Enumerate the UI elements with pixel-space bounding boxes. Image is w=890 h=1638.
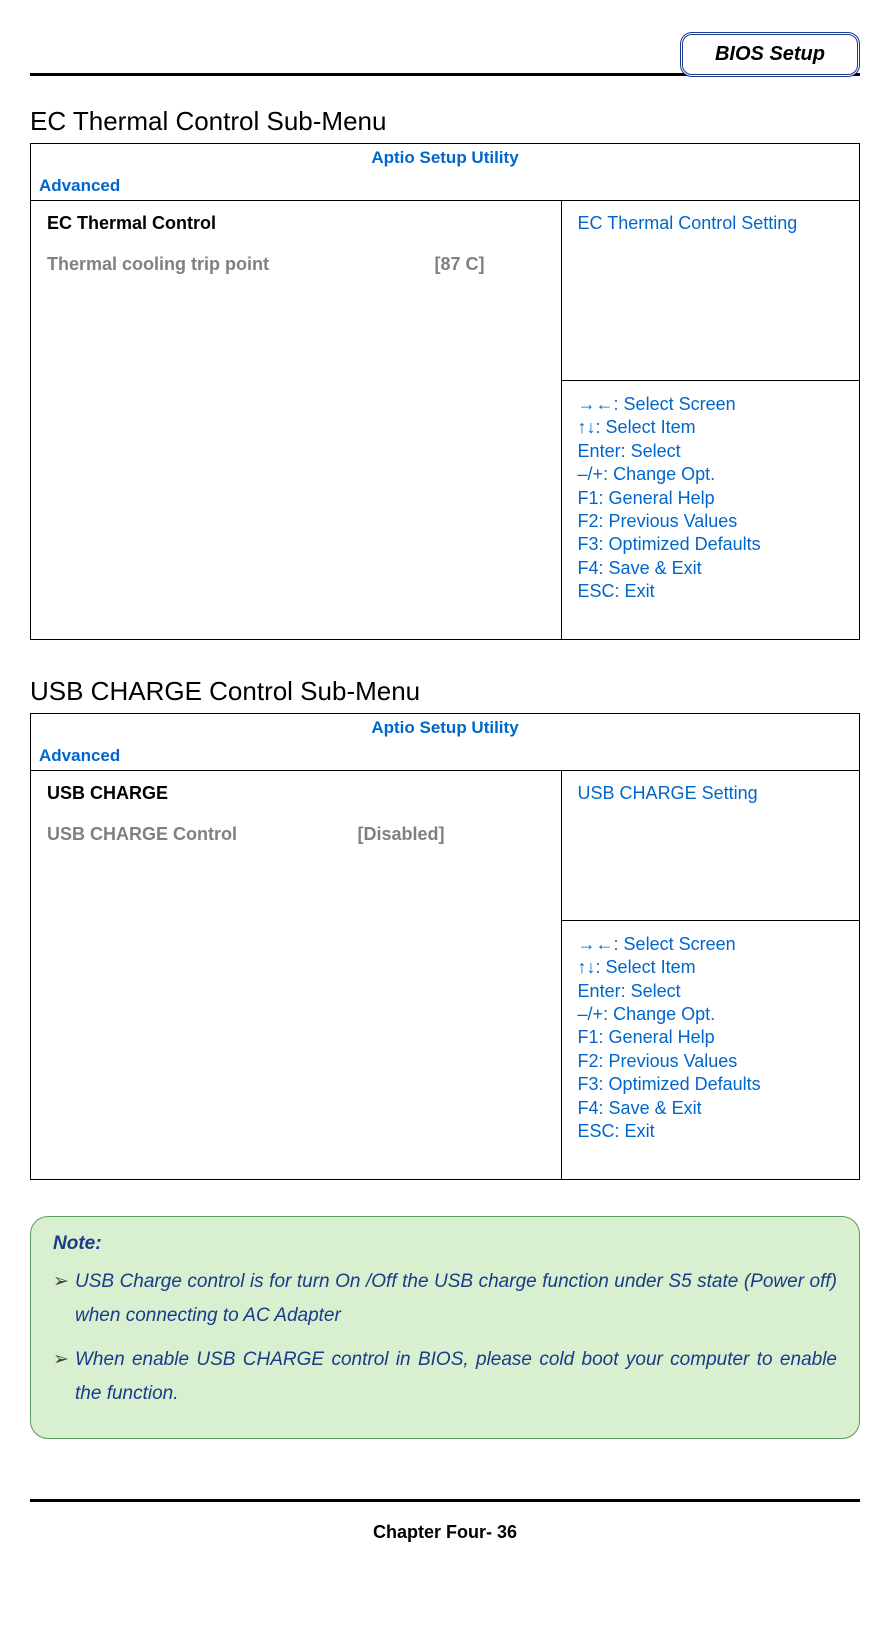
help-enter: Enter: Select: [578, 980, 843, 1003]
help-f2: F2: Previous Values: [578, 1050, 843, 1073]
tab-advanced[interactable]: Advanced: [31, 172, 860, 201]
help-text-2: USB CHARGE Setting: [561, 770, 859, 920]
section2-title: USB CHARGE Control Sub-Menu: [30, 676, 860, 707]
help-f4: F4: Save & Exit: [578, 1097, 843, 1120]
setting-label-2: USB CHARGE Control: [47, 824, 237, 845]
help-select-item: ↑↓: Select Item: [578, 956, 843, 979]
note-text-1: USB Charge control is for turn On /Off t…: [75, 1265, 837, 1333]
help-f1: F1: General Help: [578, 1026, 843, 1049]
help-f3: F3: Optimized Defaults: [578, 533, 843, 556]
help-f4: F4: Save & Exit: [578, 557, 843, 580]
help-change-opt: –/+: Change Opt.: [578, 1003, 843, 1026]
help-select-item: ↑↓: Select Item: [578, 416, 843, 439]
page-header: BIOS Setup: [30, 20, 860, 76]
setting-label: Thermal cooling trip point: [47, 254, 269, 275]
bios-badge: BIOS Setup: [680, 32, 860, 77]
note-text-2: When enable USB CHARGE control in BIOS, …: [75, 1343, 837, 1411]
ec-heading: EC Thermal Control: [47, 213, 545, 234]
note-item-1: ➢ USB Charge control is for turn On /Off…: [53, 1265, 837, 1333]
help-f2: F2: Previous Values: [578, 510, 843, 533]
help-text: EC Thermal Control Setting: [561, 201, 859, 381]
setting-value: [87 C]: [435, 254, 545, 275]
help-change-opt: –/+: Change Opt.: [578, 463, 843, 486]
bullet-icon: ➢: [53, 1265, 75, 1299]
help-f1: F1: General Help: [578, 487, 843, 510]
note-title: Note:: [53, 1233, 837, 1255]
tab-advanced-2[interactable]: Advanced: [31, 742, 860, 771]
page-footer: Chapter Four- 36: [30, 1499, 860, 1543]
help-esc: ESC: Exit: [578, 580, 843, 603]
utility-title-2: Aptio Setup Utility: [31, 713, 860, 742]
note-item-2: ➢ When enable USB CHARGE control in BIOS…: [53, 1343, 837, 1411]
help-select-screen: →←: Select Screen: [578, 393, 843, 416]
bullet-icon: ➢: [53, 1343, 75, 1377]
help-enter: Enter: Select: [578, 440, 843, 463]
usb-charge-setting[interactable]: USB CHARGE Control [Disabled]: [47, 824, 545, 845]
section1-title: EC Thermal Control Sub-Menu: [30, 106, 860, 137]
thermal-trip-setting[interactable]: Thermal cooling trip point [87 C]: [47, 254, 545, 275]
key-help-2: →←: Select Screen ↑↓: Select Item Enter:…: [561, 920, 859, 1179]
ec-thermal-table: Aptio Setup Utility Advanced EC Thermal …: [30, 143, 860, 640]
note-box: Note: ➢ USB Charge control is for turn O…: [30, 1216, 860, 1439]
utility-title: Aptio Setup Utility: [31, 144, 860, 173]
help-esc: ESC: Exit: [578, 1120, 843, 1143]
setting-value-2: [Disabled]: [358, 824, 545, 845]
usb-charge-table: Aptio Setup Utility Advanced USB CHARGE …: [30, 713, 860, 1180]
help-select-screen: →←: Select Screen: [578, 933, 843, 956]
usb-heading: USB CHARGE: [47, 783, 545, 804]
help-f3: F3: Optimized Defaults: [578, 1073, 843, 1096]
key-help: →←: Select Screen ↑↓: Select Item Enter:…: [561, 381, 859, 640]
